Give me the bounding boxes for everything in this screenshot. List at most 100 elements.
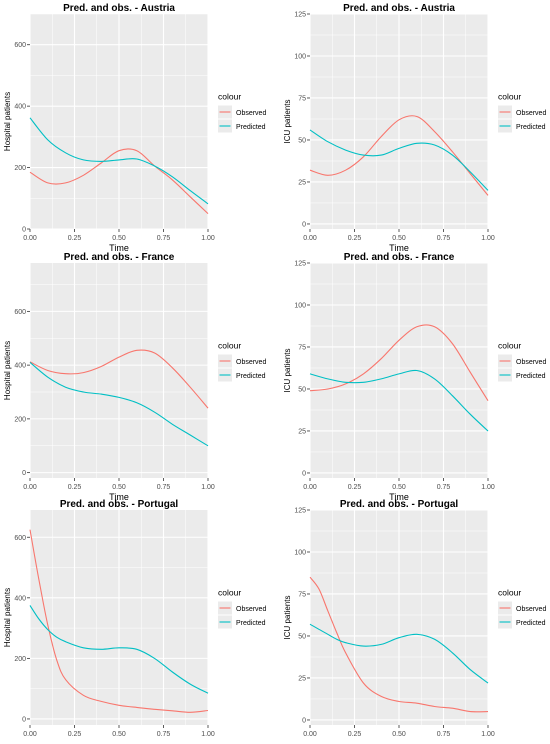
x-tick-label: 1.00 [201, 235, 215, 242]
y-tick-label: 100 [294, 302, 306, 309]
y-tick-label: 0 [302, 221, 306, 228]
y-tick-label: 400 [14, 595, 26, 602]
y-tick-label: 0 [302, 470, 306, 477]
series-line-observed [309, 115, 489, 196]
x-tick-label: 0.00 [303, 235, 317, 242]
y-axis-label: ICU patients [283, 99, 292, 143]
y-tick-label: 0 [302, 717, 306, 724]
x-tick-label: 0.00 [303, 484, 317, 491]
x-tick-label: 0.00 [23, 235, 37, 242]
series-line-observed [309, 324, 489, 401]
x-tick-label: 0.00 [23, 484, 37, 491]
x-tick-label: 0.25 [348, 235, 362, 242]
legend-title: colour [498, 92, 521, 102]
y-tick-label: 0 [22, 716, 26, 723]
legend-title: colour [218, 341, 241, 351]
chart-panel-1: 0.00 0.25 0.50 0.75 1.00 0 200 400 600 Pred. and … [3, 3, 266, 253]
y-axis-label: Hospital patients [3, 92, 12, 151]
series-line-observed [29, 349, 209, 409]
y-tick-label: 0 [22, 470, 26, 477]
series-line-predicted [309, 129, 489, 191]
chart-title: Pred. and obs. - France [64, 252, 175, 263]
y-tick-label: 100 [294, 53, 306, 60]
legend-label-observed: Observed [236, 110, 266, 117]
series-line-predicted [309, 369, 489, 432]
x-tick-label: 0.25 [348, 731, 362, 738]
x-tick-label: 0.75 [437, 731, 451, 738]
series-line-predicted [29, 117, 209, 205]
chart-panel-3: 0.00 0.25 0.50 0.75 1.00 0 200 400 600 Pred. and … [3, 252, 266, 502]
y-axis-label: Hospital patients [3, 341, 12, 400]
y-tick-label: 75 [298, 591, 306, 598]
x-axis-label: Time [109, 243, 129, 253]
x-tick-label: 0.75 [437, 235, 451, 242]
x-tick-label: 1.00 [481, 484, 495, 491]
x-tick-label: 0.50 [112, 731, 126, 738]
y-tick-label: 100 [294, 549, 306, 556]
legend-label-observed: Observed [516, 606, 546, 613]
x-tick-label: 0.50 [112, 484, 126, 491]
legend-label-predicted: Predicted [516, 620, 546, 627]
y-tick-label: 75 [298, 344, 306, 351]
y-tick-label: 50 [298, 386, 306, 393]
y-tick-label: 600 [14, 309, 26, 316]
y-axis-label: ICU patients [283, 595, 292, 639]
y-tick-label: 50 [298, 137, 306, 144]
y-tick-label: 25 [298, 428, 306, 435]
chart-panel-4: 0.00 0.25 0.50 0.75 1.00 0 25 50 75 100 125 Pred. a… [283, 252, 546, 502]
series-line-observed [29, 148, 209, 215]
x-tick-label: 1.00 [481, 235, 495, 242]
chart-title: Pred. and obs. - Portugal [340, 499, 459, 510]
series-line-predicted [309, 623, 489, 684]
y-tick-label: 0 [22, 227, 26, 234]
x-axis-label: Time [389, 492, 409, 502]
x-axis-label: Time [109, 492, 129, 502]
series-line-predicted [29, 361, 209, 447]
chart-title: Pred. and obs. - Austria [343, 3, 455, 14]
x-axis-label: Time [389, 243, 409, 253]
y-tick-label: 25 [298, 675, 306, 682]
legend-label-observed: Observed [516, 110, 546, 117]
legend-title: colour [498, 588, 521, 598]
y-tick-label: 125 [294, 261, 306, 268]
legend-label-predicted: Predicted [236, 373, 266, 380]
x-tick-label: 0.75 [437, 484, 451, 491]
y-tick-label: 600 [14, 535, 26, 542]
x-tick-label: 0.50 [392, 484, 406, 491]
y-tick-label: 200 [14, 165, 26, 172]
y-tick-label: 75 [298, 95, 306, 102]
legend-title: colour [498, 341, 521, 351]
y-tick-label: 600 [14, 42, 26, 49]
y-axis-label: Hospital patients [3, 588, 12, 647]
legend-title: colour [218, 92, 241, 102]
chart-title: Pred. and obs. - Austria [63, 3, 175, 14]
series-line-predicted [29, 605, 209, 694]
series-line-observed [309, 576, 489, 713]
chart-panel-5: 0.00 0.25 0.50 0.75 1.00 0 200 400 600 Pred. and … [3, 499, 266, 744]
legend-label-predicted: Predicted [516, 124, 546, 131]
x-tick-label: 0.25 [348, 484, 362, 491]
x-tick-label: 0.50 [112, 235, 126, 242]
legend-title: colour [218, 588, 241, 598]
x-tick-label: 0.00 [303, 731, 317, 738]
chart-title: Pred. and obs. - Portugal [60, 499, 179, 510]
x-tick-label: 1.00 [201, 484, 215, 491]
legend-label-observed: Observed [516, 359, 546, 366]
x-tick-label: 0.25 [68, 731, 82, 738]
x-tick-label: 0.75 [157, 484, 171, 491]
y-tick-label: 125 [294, 508, 306, 515]
x-tick-label: 1.00 [201, 731, 215, 738]
legend-label-predicted: Predicted [516, 373, 546, 380]
y-tick-label: 400 [14, 104, 26, 111]
x-tick-label: 0.50 [392, 235, 406, 242]
legend-label-predicted: Predicted [236, 124, 266, 131]
y-tick-label: 400 [14, 363, 26, 370]
legend-label-observed: Observed [236, 359, 266, 366]
x-tick-label: 0.75 [157, 731, 171, 738]
y-axis-label: ICU patients [283, 348, 292, 392]
y-tick-label: 200 [14, 656, 26, 663]
x-tick-label: 0.00 [23, 731, 37, 738]
y-tick-label: 50 [298, 633, 306, 640]
legend-label-predicted: Predicted [236, 620, 266, 627]
